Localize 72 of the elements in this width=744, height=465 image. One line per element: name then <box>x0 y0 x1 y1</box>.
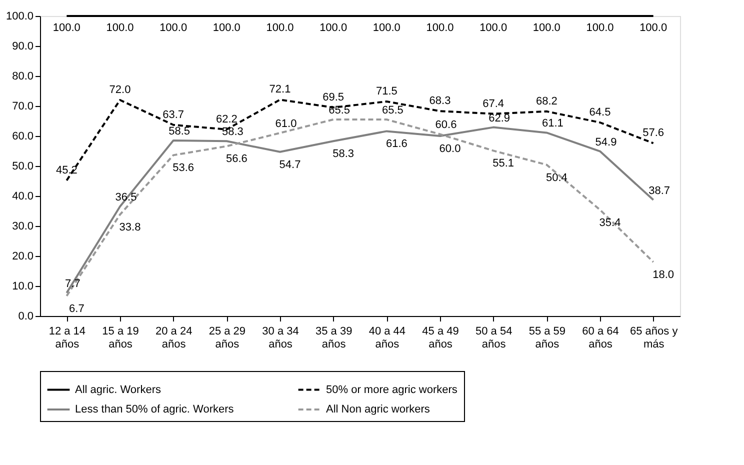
x-tick-label: 50 a 54 años <box>475 326 512 350</box>
data-label: 68.2 <box>536 95 558 108</box>
data-label: 100.0 <box>160 22 188 34</box>
data-label: 7.7 <box>65 278 80 290</box>
data-label: 63.7 <box>162 108 184 121</box>
data-label: 53.6 <box>172 162 194 174</box>
x-tick-label: 65 años y más <box>630 326 678 350</box>
data-label: 60.0 <box>439 143 461 155</box>
data-label: 33.8 <box>119 222 141 234</box>
y-tick-label: 70.0 <box>12 100 34 112</box>
y-tick-label: 30.0 <box>12 220 34 232</box>
data-label: 58.5 <box>168 126 190 138</box>
data-label: 67.4 <box>482 98 504 110</box>
x-tick-label: 15 a 19 años <box>102 326 139 350</box>
data-label: 100.0 <box>106 22 134 34</box>
data-label: 58.3 <box>332 148 354 160</box>
data-label: 18.0 <box>652 269 674 281</box>
x-tick-label: 40 a 44 años <box>368 326 406 350</box>
data-label: 100.0 <box>480 22 508 34</box>
data-label: 58.3 <box>222 126 244 138</box>
data-label: 61.1 <box>542 118 564 130</box>
data-label: 64.5 <box>589 106 611 118</box>
data-label: 71.5 <box>376 86 398 98</box>
data-label: 68.3 <box>429 95 451 108</box>
x-tick-label: 12 a 14 años <box>48 326 86 350</box>
data-label: 50.4 <box>546 172 568 184</box>
data-label: 72.1 <box>269 84 291 96</box>
data-label: 56.6 <box>226 153 248 166</box>
y-tick-label: 100.0 <box>6 10 34 22</box>
data-label: 35.4 <box>599 216 621 229</box>
data-label: 60.6 <box>435 119 457 132</box>
legend-label: All agric. Workers <box>75 384 162 396</box>
data-label: 61.0 <box>275 118 297 130</box>
data-label: 38.7 <box>648 184 670 197</box>
data-label: 100.0 <box>586 22 614 34</box>
x-tick-label: 45 a 49 años <box>422 326 459 350</box>
y-tick-label: 10.0 <box>12 280 34 292</box>
data-label: 72.0 <box>109 84 131 96</box>
y-tick-label: 20.0 <box>12 250 34 262</box>
x-tick-label: 25 a 29 años <box>208 326 246 350</box>
data-label: 100.0 <box>212 22 240 34</box>
data-label: 54.7 <box>279 158 301 171</box>
data-label: 62.2 <box>216 113 238 126</box>
x-tick-label: 30 a 34 años <box>262 326 299 350</box>
y-tick-label: 40.0 <box>12 190 34 202</box>
data-label: 100.0 <box>532 22 560 34</box>
legend-label: All Non agric workers <box>326 404 430 416</box>
legend-label: 50% or more agric workers <box>326 384 458 396</box>
data-label: 54.9 <box>595 136 617 148</box>
y-tick-label: 50.0 <box>12 160 34 172</box>
data-label: 6.7 <box>69 302 84 315</box>
data-label: 100.0 <box>320 22 348 34</box>
y-tick-label: 90.0 <box>12 40 34 52</box>
x-tick-label: 55 a 59 años <box>528 326 566 350</box>
x-tick-label: 35 a 39 años <box>315 326 352 350</box>
data-label: 61.6 <box>386 138 408 150</box>
data-label: 69.5 <box>322 92 344 104</box>
data-label: 100.0 <box>372 22 400 34</box>
data-label: 100.0 <box>426 22 454 34</box>
legend-label: Less than 50% of agric. Workers <box>75 404 234 416</box>
data-label: 100.0 <box>640 22 668 34</box>
data-label: 100.0 <box>52 22 80 34</box>
x-tick-label: 60 a 64 años <box>582 326 619 350</box>
x-tick-label: 20 a 24 años <box>155 326 192 350</box>
data-label: 36.5 <box>115 192 137 204</box>
y-tick-label: 60.0 <box>12 130 34 142</box>
data-label: 57.6 <box>642 127 664 140</box>
data-label: 55.1 <box>492 158 514 170</box>
data-label: 65.5 <box>382 104 404 116</box>
data-label: 100.0 <box>266 22 294 34</box>
y-tick-label: 80.0 <box>12 70 34 82</box>
y-tick-label: 0.0 <box>18 310 34 322</box>
